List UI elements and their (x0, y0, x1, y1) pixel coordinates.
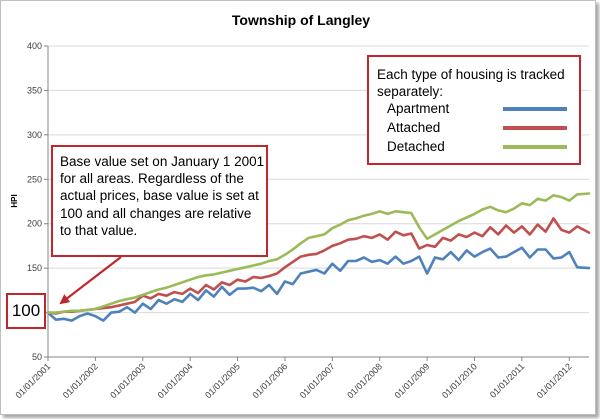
legend-item-detached: Detached (387, 138, 577, 156)
series-line-detached (46, 192, 591, 314)
x-tick-label: 01/01/2005 (203, 361, 242, 400)
legend: Each type of housing is tracked separate… (367, 55, 581, 165)
annotation-callout: Base value set on January 1 2001 for all… (51, 145, 268, 257)
base-value-label: 100 (11, 301, 41, 320)
series-line-attached (46, 217, 591, 315)
series-line-apartment (46, 246, 591, 322)
legend-intro: Each type of housing is tracked separate… (377, 67, 565, 99)
legend-label: Detached (387, 139, 445, 154)
x-tick-label: 01/01/2010 (440, 361, 479, 400)
legend-item-attached: Attached (387, 119, 577, 137)
y-axis-label: HPI (10, 194, 19, 207)
y-tick-label: 300 (27, 130, 42, 140)
legend-swatch-attached (503, 126, 567, 130)
legend-swatch-detached (503, 145, 567, 149)
annotation-arrow (59, 256, 122, 305)
x-tick-label: 01/01/2009 (393, 361, 432, 400)
x-tick-label: 01/01/2012 (535, 361, 574, 400)
x-tick-label: 01/01/2003 (108, 361, 147, 400)
chart-title: Township of Langley (232, 12, 370, 28)
y-tick-label: 50 (32, 352, 42, 362)
legend-label: Attached (387, 120, 441, 135)
series-lines (46, 192, 591, 322)
y-tick-label: 150 (27, 263, 42, 273)
annotation-text: Base value set on January 1 2001 for all… (60, 154, 265, 238)
x-tick-label: 01/01/2004 (156, 361, 195, 400)
legend-label: Apartment (387, 101, 450, 116)
y-tick-label: 200 (27, 219, 42, 229)
y-tick-label: 400 (27, 41, 42, 51)
x-tick-label: 01/01/2011 (488, 361, 526, 399)
x-tick-label: 01/01/2001 (13, 361, 52, 400)
x-tick-label: 01/01/2007 (298, 361, 337, 400)
x-tick-label: 01/01/2002 (61, 361, 100, 400)
y-tick-label: 350 (27, 85, 42, 95)
base-value-callout: 100 (6, 293, 46, 329)
chart-svg: 5010015020025030035040001/01/200101/01/2… (10, 12, 591, 400)
y-tick-label: 250 (27, 174, 42, 184)
x-tick-label: 01/01/2008 (345, 361, 384, 400)
x-tick-label: 01/01/2006 (250, 361, 289, 400)
legend-item-apartment: Apartment (387, 100, 577, 118)
legend-swatch-apartment (503, 107, 567, 111)
